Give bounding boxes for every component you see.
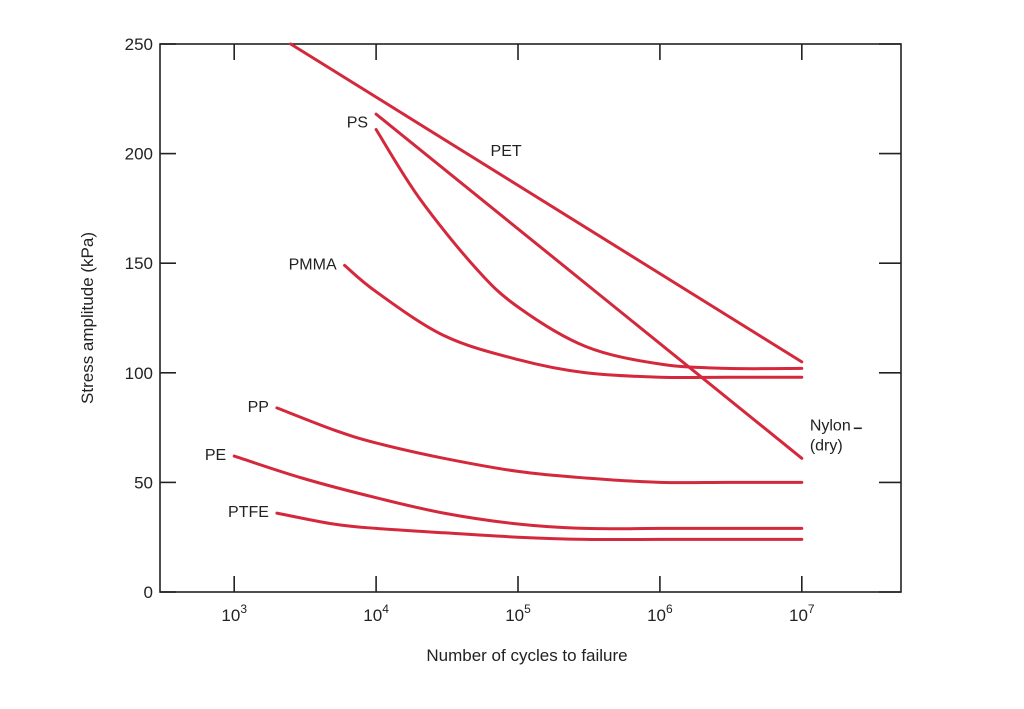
y-tick-label: 250 <box>125 35 153 54</box>
series-line-pp <box>275 406 804 485</box>
series-line-pe <box>232 454 804 531</box>
x-tick-label: 107 <box>789 602 815 625</box>
series-label-nylon-dry: Nylon <box>810 417 851 434</box>
x-tick-label: 104 <box>363 602 389 625</box>
series-line-pet <box>289 42 804 364</box>
series-label-ptfe: PTFE <box>228 504 269 521</box>
x-tick-label: 103 <box>221 602 247 625</box>
plot-frame <box>159 43 902 593</box>
x-tick-label-exponent: 6 <box>666 602 673 616</box>
x-tick-label: 105 <box>505 602 531 625</box>
series-line-ptfe <box>275 511 804 542</box>
y-tick-label: 200 <box>125 145 153 164</box>
x-tick-label-base: 10 <box>505 606 524 625</box>
x-tick-label-base: 10 <box>221 606 240 625</box>
x-tick-label-base: 10 <box>789 606 808 625</box>
x-tick-label-exponent: 7 <box>808 602 815 616</box>
y-tick-label: 50 <box>134 473 153 492</box>
y-tick-label: 0 <box>144 583 153 602</box>
x-tick-label-exponent: 4 <box>382 602 389 616</box>
y-tick-label: 150 <box>125 254 153 273</box>
x-tick-label-base: 10 <box>363 606 382 625</box>
x-tick-label-exponent: 3 <box>240 602 247 616</box>
x-tick-label-base: 10 <box>647 606 666 625</box>
labels-layer: PET Nylon (dry) PS PMMA PP PE PTFE <box>205 114 862 521</box>
series-label-pet: PET <box>491 143 522 160</box>
x-tick-label-exponent: 5 <box>524 602 531 616</box>
x-tick-label: 106 <box>647 602 673 625</box>
y-axis-title: Stress amplitude (kPa) <box>78 232 97 404</box>
y-tick-label: 100 <box>125 364 153 383</box>
series-label-nylon-dry: (dry) <box>810 437 843 454</box>
series-label-pp: PP <box>248 399 269 416</box>
series-line-ps <box>374 128 804 371</box>
series-line-nylon-dry <box>374 112 804 460</box>
series-label-ps: PS <box>347 114 368 131</box>
x-axis-title: Number of cycles to failure <box>426 646 627 665</box>
series-layer <box>232 42 804 542</box>
series-label-pmma: PMMA <box>289 256 337 273</box>
series-line-pmma <box>343 263 804 380</box>
series-label-pe: PE <box>205 447 226 464</box>
